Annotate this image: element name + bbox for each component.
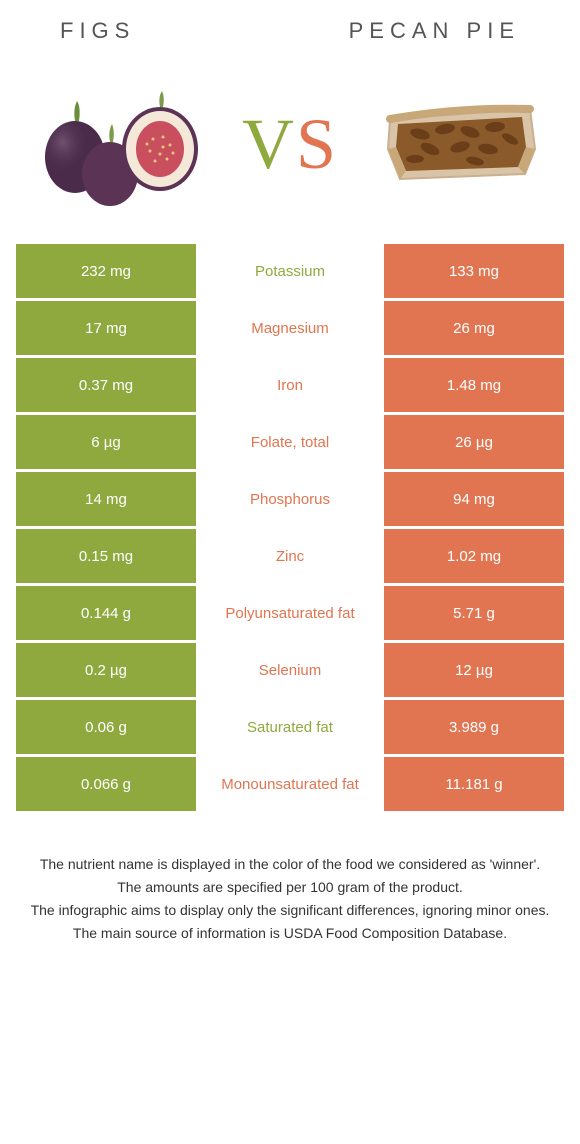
- nutrient-label: Polyunsaturated fat: [196, 586, 384, 640]
- left-value: 0.066 g: [16, 757, 196, 811]
- table-row: 17 mgMagnesium26 mg: [16, 301, 564, 355]
- footer-notes: The nutrient name is displayed in the co…: [0, 814, 580, 944]
- footer-line: The main source of information is USDA F…: [30, 923, 550, 944]
- footer-line: The amounts are specified per 100 gram o…: [30, 877, 550, 898]
- table-row: 0.37 mgIron1.48 mg: [16, 358, 564, 412]
- left-value: 0.37 mg: [16, 358, 196, 412]
- left-value: 0.144 g: [16, 586, 196, 640]
- left-value: 0.15 mg: [16, 529, 196, 583]
- right-value: 11.181 g: [384, 757, 564, 811]
- table-row: 0.15 mgZinc1.02 mg: [16, 529, 564, 583]
- comparison-table: 232 mgPotassium133 mg17 mgMagnesium26 mg…: [0, 244, 580, 811]
- nutrient-label: Zinc: [196, 529, 384, 583]
- left-value: 6 µg: [16, 415, 196, 469]
- nutrient-label: Folate, total: [196, 415, 384, 469]
- right-value: 26 µg: [384, 415, 564, 469]
- left-value: 0.06 g: [16, 700, 196, 754]
- table-row: 232 mgPotassium133 mg: [16, 244, 564, 298]
- right-value: 12 µg: [384, 643, 564, 697]
- header-right-label: Pecan pie: [349, 18, 520, 44]
- header-left-label: Figs: [60, 18, 135, 44]
- nutrient-label: Selenium: [196, 643, 384, 697]
- left-value: 17 mg: [16, 301, 196, 355]
- figs-image: [30, 74, 210, 214]
- pecan-pie-image: [370, 74, 550, 214]
- footer-line: The nutrient name is displayed in the co…: [30, 854, 550, 875]
- nutrient-label: Magnesium: [196, 301, 384, 355]
- nutrient-label: Potassium: [196, 244, 384, 298]
- right-value: 5.71 g: [384, 586, 564, 640]
- right-value: 133 mg: [384, 244, 564, 298]
- right-value: 1.02 mg: [384, 529, 564, 583]
- hero-row: VS: [0, 54, 580, 244]
- footer-line: The infographic aims to display only the…: [30, 900, 550, 921]
- left-value: 14 mg: [16, 472, 196, 526]
- table-row: 0.2 µgSelenium12 µg: [16, 643, 564, 697]
- right-value: 3.989 g: [384, 700, 564, 754]
- table-row: 0.06 gSaturated fat3.989 g: [16, 700, 564, 754]
- table-row: 6 µgFolate, total26 µg: [16, 415, 564, 469]
- table-row: 14 mgPhosphorus94 mg: [16, 472, 564, 526]
- right-value: 1.48 mg: [384, 358, 564, 412]
- left-value: 232 mg: [16, 244, 196, 298]
- right-value: 94 mg: [384, 472, 564, 526]
- vs-s: S: [296, 104, 338, 184]
- header: Figs Pecan pie: [0, 0, 580, 54]
- table-row: 0.144 gPolyunsaturated fat5.71 g: [16, 586, 564, 640]
- nutrient-label: Phosphorus: [196, 472, 384, 526]
- left-value: 0.2 µg: [16, 643, 196, 697]
- nutrient-label: Monounsaturated fat: [196, 757, 384, 811]
- nutrient-label: Saturated fat: [196, 700, 384, 754]
- right-value: 26 mg: [384, 301, 564, 355]
- table-row: 0.066 gMonounsaturated fat11.181 g: [16, 757, 564, 811]
- vs-v: V: [242, 104, 296, 184]
- vs-label: VS: [242, 103, 338, 186]
- nutrient-label: Iron: [196, 358, 384, 412]
